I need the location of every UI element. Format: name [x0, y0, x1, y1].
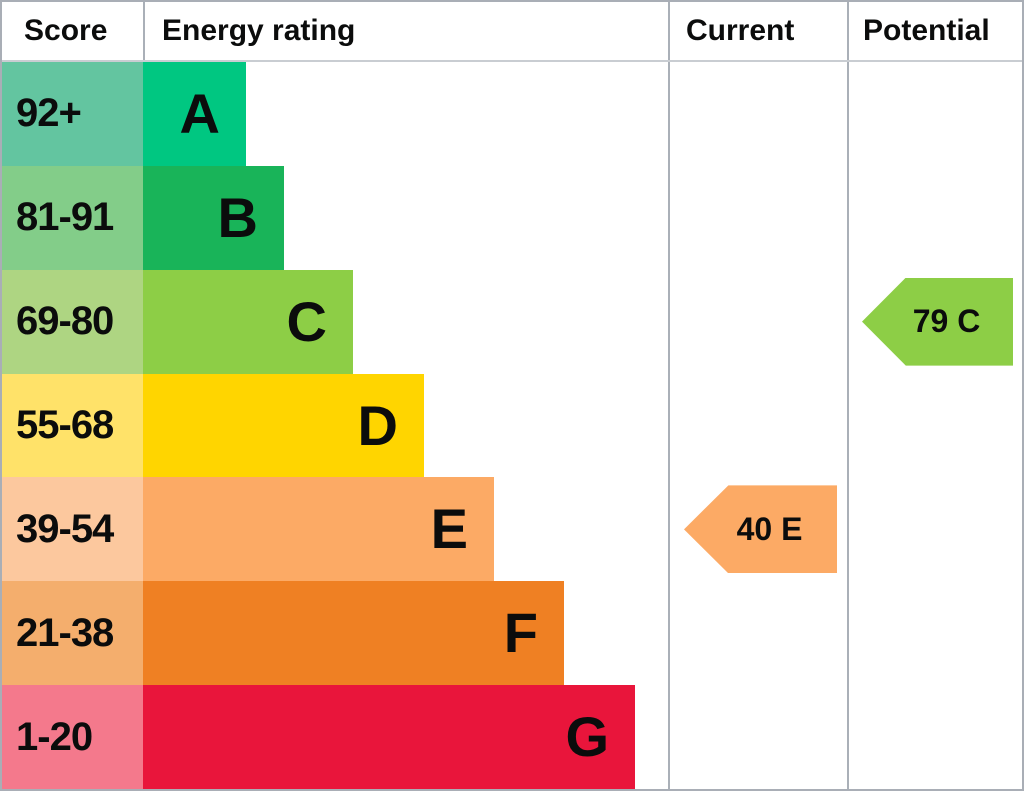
band-score-cell: 92+	[2, 62, 143, 166]
band-score-cell: 55-68	[2, 373, 143, 478]
band-letter: B	[217, 185, 258, 249]
band-score-label: 69-80	[16, 299, 114, 344]
band-score-cell: 39-54	[2, 477, 143, 582]
column-header-potential-label: Potential	[863, 14, 990, 47]
band-bar: G	[143, 685, 635, 789]
band-row: 21-38 F	[2, 581, 1022, 686]
divider-current-potential	[847, 2, 849, 789]
band-letter: D	[357, 393, 398, 457]
band-bar: F	[143, 581, 564, 686]
band-row: 1-20 G	[2, 685, 1022, 789]
band-bar: E	[143, 477, 494, 582]
band-score-label: 1-20	[16, 714, 93, 759]
band-letter: F	[503, 601, 538, 665]
current-rating-value: 40 E	[736, 510, 803, 547]
band-score-label: 21-38	[16, 610, 114, 655]
band-bar: A	[143, 62, 246, 166]
band-score-label: 92+	[16, 91, 82, 136]
rating-bands: 92+ A 81-91 B 69-80 C 55-68 D 39-54	[2, 62, 1022, 789]
band-row: 39-54 E	[2, 477, 1022, 582]
column-header-potential: Potential	[849, 2, 1020, 60]
band-score-cell: 1-20	[2, 685, 143, 789]
band-score-label: 39-54	[16, 506, 114, 551]
header-underline	[2, 60, 1022, 62]
band-row: 92+ A	[2, 62, 1022, 166]
band-score-label: 55-68	[16, 403, 114, 447]
column-header-energy-rating: Energy rating	[145, 2, 665, 60]
band-score-cell: 21-38	[2, 581, 143, 686]
band-letter: G	[565, 705, 609, 769]
band-score-label: 81-91	[16, 195, 114, 240]
band-bar: C	[143, 269, 353, 374]
column-header-score-label: Score	[24, 14, 108, 47]
band-letter: C	[286, 289, 327, 353]
column-header-energy-rating-label: Energy rating	[162, 14, 356, 47]
band-bar: B	[143, 165, 284, 270]
column-header-current-label: Current	[686, 14, 795, 47]
band-bar: D	[143, 373, 424, 478]
divider-rating-current	[668, 2, 670, 789]
band-letter: A	[179, 81, 220, 145]
potential-rating-arrow: 79 C	[862, 277, 1013, 366]
band-score-cell: 69-80	[2, 269, 143, 374]
column-header-current: Current	[670, 2, 845, 60]
band-row: 55-68 D	[2, 373, 1022, 478]
band-row: 69-80 C	[2, 269, 1022, 374]
band-row: 81-91 B	[2, 165, 1022, 270]
band-score-cell: 81-91	[2, 165, 143, 270]
potential-rating-value: 79 C	[912, 303, 981, 340]
column-header-score: Score	[2, 2, 143, 60]
band-letter: E	[430, 497, 468, 561]
divider-score-rating	[143, 2, 145, 62]
